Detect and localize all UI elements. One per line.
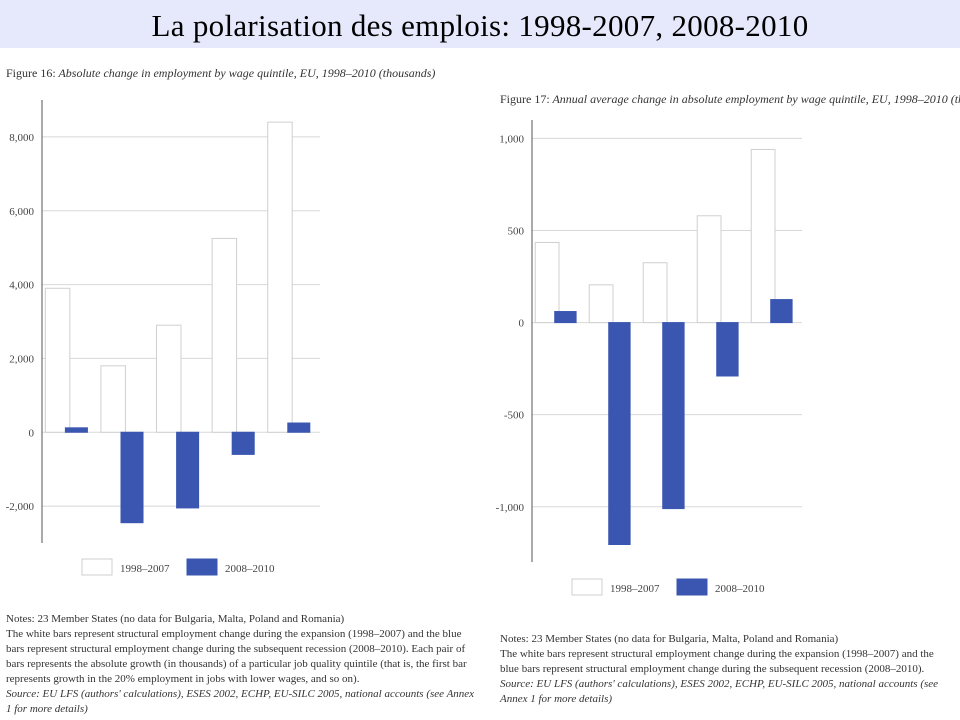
fig16-y-tick-label: 8,000 bbox=[9, 132, 34, 144]
fig16-legend-label-2008-2010: 2008–2010 bbox=[225, 563, 275, 575]
fig17-y-tick-label: 500 bbox=[508, 226, 525, 238]
fig17-bar-1998-2007 bbox=[642, 262, 668, 324]
fig16-bar-2008-2010 bbox=[287, 422, 311, 433]
fig16-bar-1998-2007 bbox=[156, 324, 182, 433]
figure-17-description: The white bars represent structural empl… bbox=[500, 648, 934, 675]
fig17-y-tick-label: 1,000 bbox=[499, 133, 524, 145]
figure-16-notes-line: Notes: 23 Member States (no data for Bul… bbox=[6, 613, 345, 625]
figure-17-notes-line: Notes: 23 Member States (no data for Bul… bbox=[500, 633, 839, 645]
figure-17-caption-text: Annual average change in absolute employ… bbox=[552, 92, 960, 106]
fig17-legend-label-1998-2007: 1998–2007 bbox=[610, 583, 660, 595]
figure-17-chart: 1,000 500 0 -500 -1,000 1998–2007 2008–2010 bbox=[496, 120, 802, 596]
fig17-y-tick-label: -500 bbox=[504, 410, 525, 422]
fig16-bar-2008-2010 bbox=[231, 431, 255, 455]
fig16-bar-1998-2007 bbox=[211, 237, 238, 433]
fig17-bar-1998-2007 bbox=[534, 241, 560, 324]
fig16-y-tick-label: 6,000 bbox=[9, 206, 34, 218]
fig16-bar-1998-2007 bbox=[267, 121, 293, 433]
fig16-y-tick-label: 4,000 bbox=[9, 280, 34, 292]
figure-16-notes: Notes: 23 Member States (no data for Bul… bbox=[6, 612, 478, 717]
fig16-bar-2008-2010 bbox=[64, 427, 88, 433]
fig16-bar-1998-2007 bbox=[44, 287, 71, 433]
figure-17-notes: Notes: 23 Member States (no data for Bul… bbox=[500, 632, 955, 707]
fig16-legend-swatch-2008-2010 bbox=[186, 558, 218, 576]
figure-16-source: Source: EU LFS (authors' calculations), … bbox=[6, 688, 475, 715]
fig16-bar-2008-2010 bbox=[120, 431, 144, 524]
fig16-y-tick-label: 0 bbox=[29, 427, 35, 439]
fig17-legend-swatch-1998-2007 bbox=[571, 578, 603, 596]
fig16-y-tick-label: -2,000 bbox=[6, 501, 35, 513]
fig17-bar-2008-2010 bbox=[608, 322, 631, 546]
fig17-bar-2008-2010 bbox=[554, 311, 577, 324]
fig17-y-tick-label: 0 bbox=[519, 318, 525, 330]
fig17-bar-1998-2007 bbox=[588, 284, 614, 324]
fig17-bar-1998-2007 bbox=[750, 148, 776, 324]
figure-17-source: Source: EU LFS (authors' calculations), … bbox=[500, 678, 939, 705]
fig17-bar-2008-2010 bbox=[662, 322, 685, 510]
figure-16-caption-text: Absolute change in employment by wage qu… bbox=[58, 66, 436, 80]
fig17-bar-2008-2010 bbox=[770, 299, 793, 324]
fig16-bar-2008-2010 bbox=[176, 431, 200, 509]
fig16-bar-1998-2007 bbox=[100, 365, 126, 433]
fig17-bar-2008-2010 bbox=[716, 322, 739, 377]
fig16-legend-label-1998-2007: 1998–2007 bbox=[120, 563, 170, 575]
title-band bbox=[0, 0, 960, 48]
figure-17-label: Figure 17: bbox=[500, 92, 550, 106]
fig17-y-tick-label: -1,000 bbox=[496, 502, 525, 514]
figure-16-chart: 8,000 6,000 4,000 2,000 0 -2,000 1998–2007 2008… bbox=[6, 100, 320, 576]
fig17-legend-label-2008-2010: 2008–2010 bbox=[715, 583, 765, 595]
figure-16-label: Figure 16: bbox=[6, 66, 56, 80]
fig16-y-tick-label: 2,000 bbox=[9, 353, 34, 365]
page-title: La polarisation des emplois: 1998-2007, … bbox=[151, 8, 809, 43]
fig17-bar-1998-2007 bbox=[696, 215, 722, 324]
figure-17-caption: Figure 17: Annual average change in abso… bbox=[500, 92, 960, 107]
fig17-legend-swatch-2008-2010 bbox=[676, 578, 708, 596]
figure-16-caption: Figure 16: Absolute change in employment… bbox=[6, 66, 435, 81]
figure-16-description: The white bars represent structural empl… bbox=[6, 628, 467, 685]
fig16-legend-swatch-1998-2007 bbox=[81, 558, 113, 576]
